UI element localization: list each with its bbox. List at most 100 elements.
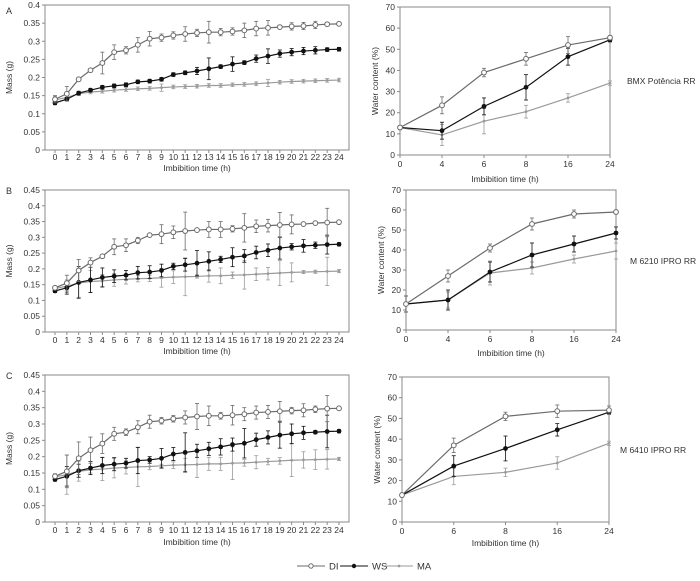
data-point: [312, 406, 319, 413]
data-point: [487, 269, 493, 275]
data-point: [301, 48, 306, 54]
data-point: [229, 28, 236, 35]
y-tick-label: 0.3: [28, 36, 40, 46]
data-point: [450, 442, 457, 449]
data-point: [254, 460, 258, 464]
x-tick-label: 7: [135, 525, 140, 535]
data-point: [572, 257, 576, 261]
x-tick-label: 13: [204, 525, 214, 535]
data-point: [312, 47, 318, 53]
data-point: [207, 274, 211, 278]
data-point: [231, 83, 234, 87]
data-point: [565, 54, 571, 60]
x-tick-label: 0: [398, 159, 403, 169]
data-point: [241, 440, 247, 446]
data-point: [265, 409, 271, 415]
data-point: [337, 457, 341, 461]
data-point: [324, 47, 330, 52]
data-point: [219, 462, 223, 466]
x-tick-label: 8: [530, 334, 535, 344]
x-tick-label: 11: [181, 335, 190, 345]
x-tick-label: 16: [569, 334, 579, 344]
data-point: [313, 458, 317, 462]
data-point: [336, 241, 342, 247]
data-point: [265, 222, 271, 229]
x-tick-label: 6: [451, 526, 456, 536]
panel-2: 0 10 20 30 40 50 60 70 0 4 6 8 16 24 Imbibition time (…: [370, 2, 696, 184]
data-point: [337, 78, 341, 82]
legend: DI WS MA: [297, 562, 432, 573]
data-point: [555, 461, 559, 465]
x-tick-label: 5: [112, 152, 117, 162]
data-point: [277, 432, 283, 438]
panel-5: C00.050.10.150.20.250.30.350.40.450 1 2 3 4 5…: [4, 370, 350, 547]
x-tick-label: 24: [334, 335, 344, 345]
x-tick-label: 22: [311, 335, 321, 345]
data-point: [336, 428, 342, 434]
y-tick-label: 30: [388, 455, 398, 465]
x-tick-label: 10: [169, 152, 179, 162]
y-tick-label: 0: [35, 327, 40, 337]
data-point: [324, 429, 330, 434]
y-tick-label: 60: [386, 23, 396, 33]
x-tick-label: 8: [147, 525, 152, 535]
data-point: [182, 450, 188, 455]
data-point: [205, 29, 212, 36]
data-point: [289, 49, 295, 55]
x-tick-label: 9: [159, 525, 164, 535]
data-point: [99, 275, 105, 280]
y-tick-label: 0.1: [28, 295, 40, 305]
data-point: [502, 413, 509, 420]
y-tick-label: 30: [386, 87, 396, 97]
y-tick-label: 0.05: [23, 311, 40, 321]
x-tick-label: 0: [53, 525, 58, 535]
data-point: [170, 229, 177, 236]
data-point: [87, 259, 94, 266]
data-point: [242, 82, 246, 86]
x-tick-label: 13: [204, 335, 214, 345]
data-point: [504, 470, 507, 474]
data-point: [524, 110, 528, 114]
x-tick-label: 8: [524, 159, 529, 169]
data-point: [503, 446, 508, 451]
data-point: [171, 275, 175, 279]
x-tick-label: 13: [204, 152, 214, 162]
data-point: [75, 76, 82, 83]
data-point: [336, 20, 342, 27]
data-point: [276, 24, 283, 31]
data-point: [205, 226, 212, 233]
x-tick-label: 8: [503, 526, 508, 536]
series-ma: [398, 80, 612, 146]
data-point: [288, 23, 295, 30]
series-ws: [52, 46, 342, 106]
x-tick-label: 24: [604, 526, 614, 536]
data-point: [439, 128, 445, 134]
data-point: [158, 417, 165, 424]
data-point: [230, 254, 235, 260]
x-tick-label: 12: [192, 335, 202, 345]
x-tick-label: 23: [322, 525, 332, 535]
data-point: [606, 407, 612, 414]
y-tick-label: 10: [388, 496, 398, 506]
x-tick-label: 16: [240, 152, 250, 162]
x-tick-label: 20: [287, 152, 297, 162]
x-tick-label: 5: [112, 335, 117, 345]
data-point: [254, 82, 258, 86]
data-point: [276, 222, 283, 228]
x-tick-label: 2: [76, 152, 81, 162]
data-point: [52, 473, 58, 480]
data-point: [207, 84, 211, 87]
data-point: [302, 79, 305, 83]
y-tick-label: 0.3: [28, 419, 40, 429]
x-tick-label: 7: [135, 152, 140, 162]
data-point: [182, 31, 189, 37]
data-point: [183, 275, 187, 279]
series-line: [399, 37, 611, 129]
x-tick-label: 22: [311, 152, 321, 162]
data-point: [613, 209, 619, 215]
data-point: [253, 437, 259, 443]
y-tick-label: 0: [396, 325, 401, 335]
data-point: [111, 461, 117, 467]
data-point: [99, 440, 106, 447]
